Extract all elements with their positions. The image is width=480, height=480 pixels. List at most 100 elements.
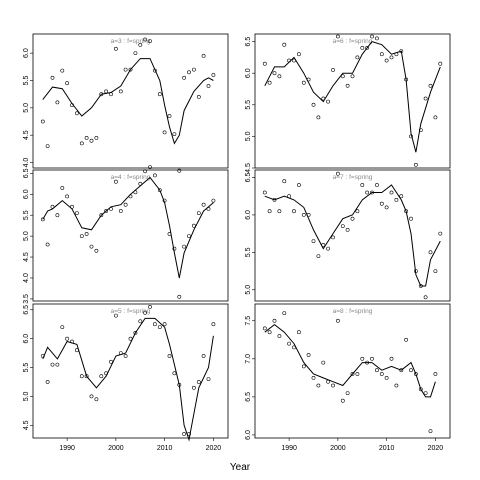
y-tick-label: 6.5	[23, 305, 30, 315]
data-point	[287, 341, 292, 346]
panel-6: a=8 : f=spring 6.0 6.5 7.0 7.5 1990 2000 2010 20…	[245, 303, 451, 452]
data-point	[433, 269, 438, 274]
data-point	[370, 190, 374, 195]
panel-frame	[32, 33, 229, 169]
fitted-curve	[42, 58, 214, 145]
data-point	[94, 397, 99, 402]
data-point	[384, 58, 389, 63]
data-point	[394, 52, 399, 57]
data-point	[109, 92, 113, 97]
data-point	[148, 39, 152, 44]
data-point	[355, 209, 360, 214]
panel-3: a=4 : f=spring 3.5 4.0 4.5 5.0 5.5 6.0 6.5	[23, 165, 229, 304]
data-point	[399, 49, 404, 54]
y-tick-label: 7.0	[245, 354, 252, 364]
data-point	[409, 216, 413, 221]
data-point	[438, 61, 443, 66]
data-point	[167, 114, 172, 118]
data-point	[55, 100, 60, 105]
data-point	[206, 84, 211, 88]
data-point	[282, 42, 287, 47]
data-point	[191, 385, 196, 390]
panel-4: a=7 : f=spring 5.0 5.5 6.0 6.5	[245, 169, 451, 302]
y-tick-label: 4.0	[23, 273, 30, 283]
data-point	[262, 326, 267, 331]
data-point	[128, 194, 133, 199]
data-point	[292, 58, 296, 63]
data-point	[321, 360, 326, 365]
data-point	[277, 334, 282, 338]
data-point	[94, 248, 99, 253]
strip-label: a=7 : f=spring	[333, 174, 373, 181]
data-point	[360, 356, 365, 361]
data-point	[84, 374, 89, 379]
data-point	[384, 375, 389, 380]
data-point	[355, 55, 360, 60]
data-point	[423, 391, 428, 396]
data-point	[340, 398, 345, 403]
data-point	[433, 115, 438, 120]
data-point	[65, 194, 70, 199]
data-point	[292, 209, 296, 214]
data-point	[394, 197, 399, 202]
panel-frame	[254, 303, 451, 439]
data-point	[370, 356, 374, 361]
data-point	[365, 190, 370, 195]
data-point	[413, 372, 418, 376]
x-tick-label: 2020	[206, 445, 222, 452]
data-point	[109, 359, 113, 364]
y-tick-label: 3.5	[23, 294, 30, 304]
data-point	[365, 46, 370, 50]
y-tick-label: 6.0	[23, 48, 30, 58]
data-point	[201, 54, 206, 58]
data-point	[350, 372, 355, 376]
data-point	[379, 52, 384, 57]
data-point	[433, 372, 438, 376]
data-point	[118, 89, 123, 94]
data-point	[379, 372, 384, 376]
data-point	[409, 368, 413, 373]
panel-2: a=6 : f=spring 4.5 5.0 5.5 6.0 6.5	[245, 33, 451, 173]
data-point	[55, 213, 60, 218]
data-point	[138, 181, 143, 186]
data-point	[182, 244, 187, 249]
data-point	[50, 204, 55, 209]
data-point	[272, 71, 277, 76]
data-point	[99, 213, 104, 218]
data-point	[79, 234, 84, 239]
data-point	[138, 43, 143, 47]
data-point	[70, 339, 74, 344]
data-point	[389, 55, 394, 60]
data-point	[196, 95, 201, 99]
data-point	[157, 92, 162, 97]
y-tick-label: 6.5	[245, 173, 252, 183]
data-point	[157, 325, 162, 330]
data-point	[418, 284, 423, 288]
data-point	[201, 354, 206, 358]
data-point	[306, 353, 311, 357]
data-point	[331, 383, 335, 388]
data-point	[296, 52, 301, 57]
data-point	[389, 356, 394, 361]
data-point	[118, 209, 123, 213]
data-point	[104, 371, 109, 376]
fitted-curve	[264, 184, 441, 287]
data-point	[109, 206, 113, 211]
strip-label: a=6 : f=spring	[333, 38, 373, 45]
data-point	[394, 383, 399, 388]
y-tick-label: 6.5	[245, 37, 252, 47]
data-point	[321, 242, 326, 247]
data-point	[104, 209, 109, 213]
data-point	[75, 348, 79, 353]
data-point	[321, 96, 326, 101]
data-point	[201, 202, 206, 207]
data-point	[404, 77, 409, 82]
data-point	[75, 111, 79, 116]
data-point	[365, 360, 370, 365]
data-point	[104, 89, 109, 94]
data-point	[123, 67, 128, 72]
panel-1: a=3 : f=spring 4.0 4.5 5.0 5.5 6.0	[23, 33, 229, 173]
data-point	[118, 351, 123, 356]
data-point	[79, 141, 84, 146]
data-point	[345, 391, 350, 396]
